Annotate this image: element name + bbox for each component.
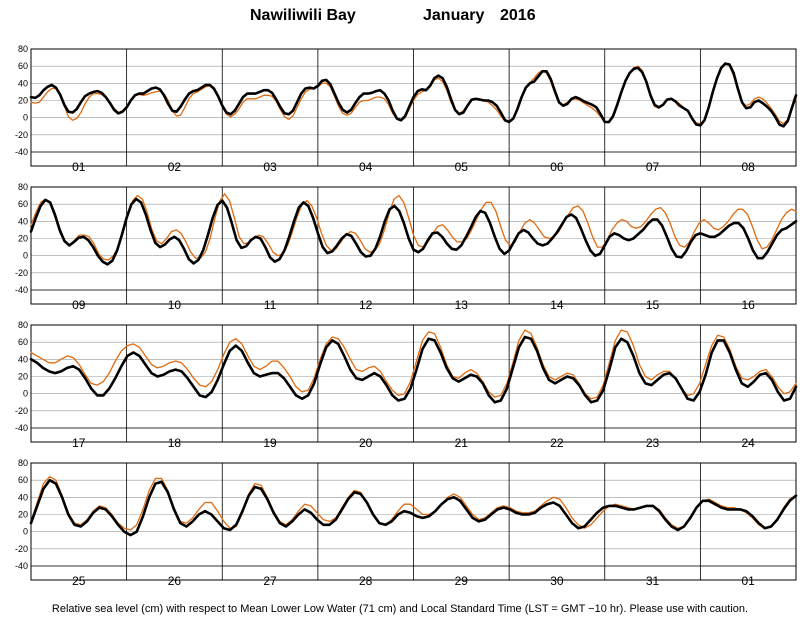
y-tick-label: 80 — [18, 44, 28, 54]
predicted-tide-line — [29, 197, 798, 266]
day-label: 10 — [168, 298, 182, 312]
day-label: 08 — [742, 160, 756, 174]
observed-tide-line — [30, 193, 797, 261]
day-label: 16 — [742, 298, 756, 312]
panel-1: -40 -20 0 20 40 60 80 01 02 03 04 05 06 07 08 — [15, 44, 798, 174]
day-label: 29 — [455, 574, 469, 588]
y-tick-label: 40 — [18, 78, 28, 88]
y-tick-label: 20 — [18, 96, 28, 106]
y-tick-label: 60 — [18, 337, 28, 347]
y-tick-label: 40 — [18, 216, 28, 226]
day-label: 06 — [550, 160, 564, 174]
day-label: 28 — [359, 574, 373, 588]
day-label: 18 — [168, 436, 182, 450]
day-label: 22 — [550, 436, 564, 450]
day-label: 03 — [263, 160, 277, 174]
y-tick-label: -40 — [15, 423, 28, 433]
day-label: 15 — [646, 298, 660, 312]
day-label: 27 — [263, 574, 277, 588]
y-tick-label: 20 — [18, 234, 28, 244]
day-label: 13 — [455, 298, 469, 312]
y-tick-label: 0 — [23, 113, 28, 123]
y-tick-label: -20 — [15, 544, 28, 554]
day-label: 07 — [646, 160, 660, 174]
day-label: 11 — [264, 298, 277, 312]
y-tick-label: 60 — [18, 199, 28, 209]
day-label: 20 — [359, 436, 373, 450]
footnote: Relative sea level (cm) with respect to … — [52, 603, 748, 615]
y-tick-label: 20 — [18, 372, 28, 382]
day-label: 01 — [72, 160, 86, 174]
y-tick-label: -40 — [15, 285, 28, 295]
predicted-tide-line — [29, 62, 798, 128]
y-tick-label: 80 — [18, 182, 28, 192]
day-label: 17 — [72, 436, 86, 450]
month-title: January — [423, 7, 484, 24]
predicted-tide-line — [29, 335, 798, 404]
y-tick-label: 40 — [18, 492, 28, 502]
y-tick-label: 40 — [18, 354, 28, 364]
predicted-tide-line — [29, 478, 798, 537]
day-label: 26 — [168, 574, 182, 588]
day-label: 23 — [646, 436, 660, 450]
y-tick-label: 60 — [18, 61, 28, 71]
panel-frame — [30, 186, 797, 305]
day-label: 31 — [646, 574, 660, 588]
day-label: 25 — [72, 574, 86, 588]
panel-frame — [30, 48, 797, 167]
y-tick-label: -40 — [15, 147, 28, 157]
station-title: Nawiliwili Bay — [250, 7, 356, 24]
y-tick-label: -20 — [15, 268, 28, 278]
y-tick-label: 20 — [18, 510, 28, 520]
day-label: 01 — [742, 574, 756, 588]
day-label: 21 — [455, 436, 469, 450]
day-label: 04 — [359, 160, 373, 174]
y-tick-label: -20 — [15, 406, 28, 416]
y-tick-label: 0 — [23, 251, 28, 261]
day-label: 30 — [550, 574, 564, 588]
y-tick-label: 60 — [18, 475, 28, 485]
day-label: 12 — [359, 298, 373, 312]
day-label: 24 — [742, 436, 756, 450]
day-label: 09 — [72, 298, 86, 312]
tide-panels: -40 -20 0 20 40 60 80 01 02 03 04 05 06 07 08 -40 -20 0 20… — [15, 44, 798, 588]
y-tick-label: -20 — [15, 130, 28, 140]
day-label: 02 — [168, 160, 182, 174]
y-tick-label: 0 — [23, 389, 28, 399]
day-label: 14 — [550, 298, 564, 312]
y-tick-label: -40 — [15, 561, 28, 571]
panel-4: -40 -20 0 20 40 60 80 25 26 27 28 29 30 31 01 — [15, 458, 798, 588]
panel-3: -40 -20 0 20 40 60 80 17 18 19 20 21 22 23 24 — [15, 320, 798, 450]
year-title: 2016 — [500, 7, 536, 24]
observed-tide-line — [30, 329, 797, 400]
day-label: 05 — [455, 160, 469, 174]
y-tick-label: 80 — [18, 458, 28, 468]
day-label: 19 — [263, 436, 277, 450]
y-tick-label: 0 — [23, 527, 28, 537]
panel-2: -40 -20 0 20 40 60 80 09 10 11 12 13 14 15 16 — [15, 182, 798, 312]
y-tick-label: 80 — [18, 320, 28, 330]
